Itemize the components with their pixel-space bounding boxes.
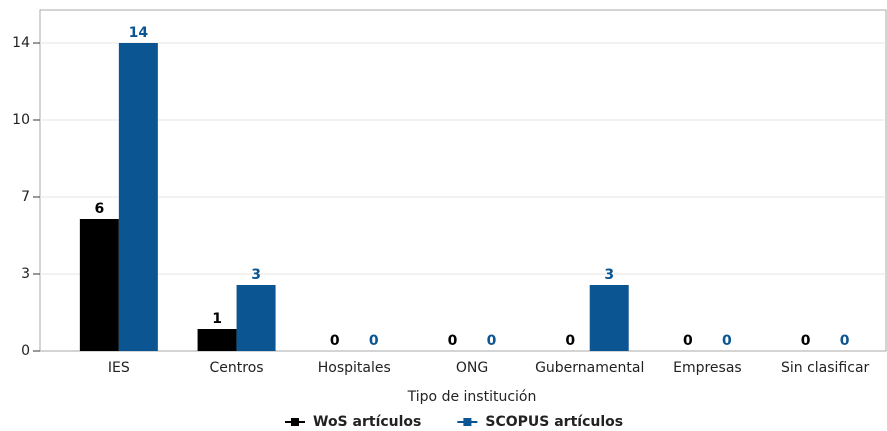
plot-frame — [39, 9, 887, 352]
legend-marker — [291, 418, 299, 426]
bar — [118, 43, 158, 351]
bar — [589, 285, 629, 351]
x-tick-label: IES — [108, 360, 130, 376]
value-label: 0 — [330, 333, 340, 349]
value-label: 3 — [604, 267, 614, 283]
y-tick-label: 10 — [12, 112, 30, 128]
legend-label: WoS artículos — [313, 414, 421, 430]
x-tick-label: Sin clasificar — [781, 360, 870, 376]
x-tick-label: ONG — [456, 360, 488, 376]
x-axis-title: Tipo de institución — [407, 389, 537, 405]
value-label: 1 — [212, 311, 222, 327]
bar — [197, 329, 237, 351]
value-label: 0 — [487, 333, 497, 349]
y-tick-label: 7 — [21, 189, 30, 205]
value-label: 0 — [683, 333, 693, 349]
x-tick-label: Empresas — [673, 360, 742, 376]
legend-label: SCOPUS artículos — [485, 414, 623, 430]
value-label: 0 — [840, 333, 850, 349]
value-label: 3 — [251, 267, 261, 283]
x-tick-label: Gubernamental — [535, 360, 644, 376]
value-label: 14 — [129, 25, 149, 41]
value-label: 0 — [369, 333, 379, 349]
value-label: 0 — [448, 333, 458, 349]
y-tick-label: 14 — [12, 35, 30, 51]
bar — [79, 219, 119, 351]
legend-marker — [463, 418, 472, 426]
value-label: 0 — [565, 333, 575, 349]
value-label: 0 — [801, 333, 811, 349]
y-tick-label: 3 — [21, 266, 30, 282]
x-tick-label: Hospitales — [318, 360, 391, 376]
x-tick-label: Centros — [210, 360, 264, 376]
value-label: 0 — [722, 333, 732, 349]
value-label: 6 — [94, 201, 104, 217]
bar — [236, 285, 276, 351]
y-tick-label: 0 — [21, 343, 30, 359]
